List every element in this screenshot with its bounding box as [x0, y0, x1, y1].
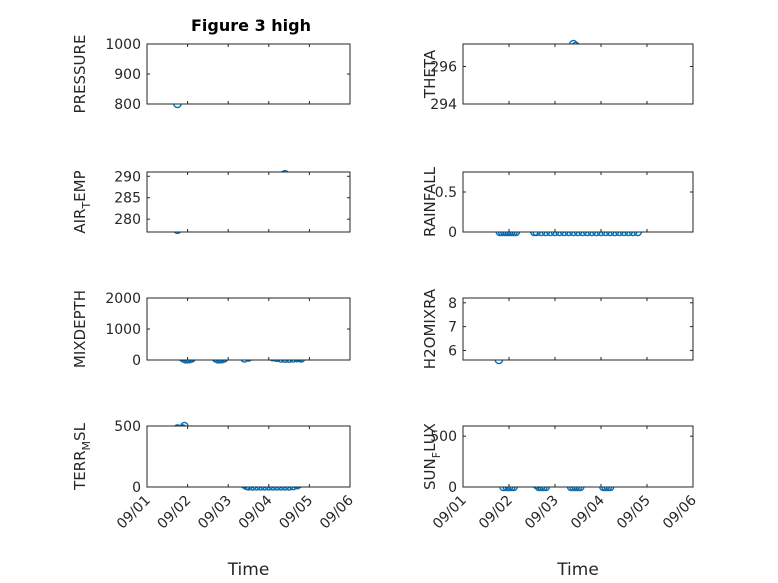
x-tick-label: 09/06	[317, 492, 357, 532]
axes-frame	[462, 43, 694, 105]
figure-title: Figure 3 high	[191, 16, 311, 35]
x-tick-label: 09/06	[660, 492, 700, 532]
x-tick-label: 09/03	[522, 493, 562, 533]
axes-frame	[146, 425, 351, 488]
x-tick-label: 09/02	[476, 493, 516, 533]
y-tick-label: 500	[114, 419, 141, 435]
subplot-air-temp: 280 285 290 AIRTEMP	[71, 169, 351, 235]
y-tick-label: 294	[430, 97, 457, 113]
subplot-sun-flux: 0 500 09/01 09/02 09/03 09/04 09/05 09/06 SUNFLU…	[421, 423, 700, 580]
y-tick-label: 0	[132, 353, 141, 369]
y-tick-label: 500	[430, 429, 457, 445]
x-tick-label: 09/01	[114, 493, 154, 533]
x-tick-label: 09/01	[430, 493, 470, 533]
y-tick-label: 7	[448, 320, 457, 336]
axes-frame	[146, 171, 351, 233]
y-tick-label: 900	[114, 67, 141, 83]
y-tick-label: 290	[114, 169, 141, 185]
axes-frame	[146, 43, 351, 105]
y-tick-label: 1000	[105, 322, 141, 338]
y-axis-label: MIXDEPTH	[71, 290, 89, 368]
y-axis-label: RAINFALL	[421, 166, 439, 237]
y-tick-label: 0	[448, 480, 457, 496]
y-tick-label: 0	[448, 225, 457, 241]
y-axis-label: AIRTEMP	[71, 170, 93, 233]
subplot-h2omixra: 6 7 8 H2OMIXRA	[421, 288, 694, 369]
y-axis-label: H2OMIXRA	[421, 288, 439, 369]
y-axis-label: THETA	[421, 49, 439, 99]
subplot-mixdepth: 0 1000 2000 MIXDEPTH	[71, 290, 351, 369]
y-axis-label: TERRMSL	[71, 422, 93, 491]
y-tick-label: 6	[448, 343, 457, 359]
y-tick-label: 285	[114, 191, 141, 207]
x-tick-label: 09/04	[236, 492, 276, 532]
y-axis-label: SUNFLUX	[421, 423, 443, 490]
axes-frame	[462, 425, 694, 488]
y-tick-label: 0	[132, 480, 141, 496]
x-tick-label: 09/02	[155, 493, 195, 533]
y-tick-label: 280	[114, 212, 141, 228]
subplot-pressure: 800 900 1000 PRESSURE	[71, 35, 351, 114]
axes-frame	[462, 297, 694, 361]
x-tick-label: 09/03	[195, 493, 235, 533]
subplot-terr-msl: 0 500 09/01 09/02 09/03 09/04 09/05 09/06 TERRMS…	[71, 419, 357, 580]
x-tick-label: 09/05	[276, 493, 316, 533]
y-tick-label: 1000	[105, 37, 141, 53]
y-tick-label: 296	[430, 60, 457, 76]
y-tick-label: 8	[448, 296, 457, 312]
x-tick-label: 09/05	[614, 493, 654, 533]
y-tick-label: 0.5	[435, 185, 457, 201]
x-axis-label: Time	[556, 560, 599, 580]
x-axis-label: Time	[227, 560, 270, 580]
x-tick-label: 09/04	[568, 492, 608, 532]
y-tick-label: 800	[114, 97, 141, 113]
y-axis-label: PRESSURE	[71, 35, 89, 114]
y-tick-label: 2000	[105, 291, 141, 307]
axes-frame	[146, 297, 351, 361]
axes-frame	[462, 171, 694, 233]
